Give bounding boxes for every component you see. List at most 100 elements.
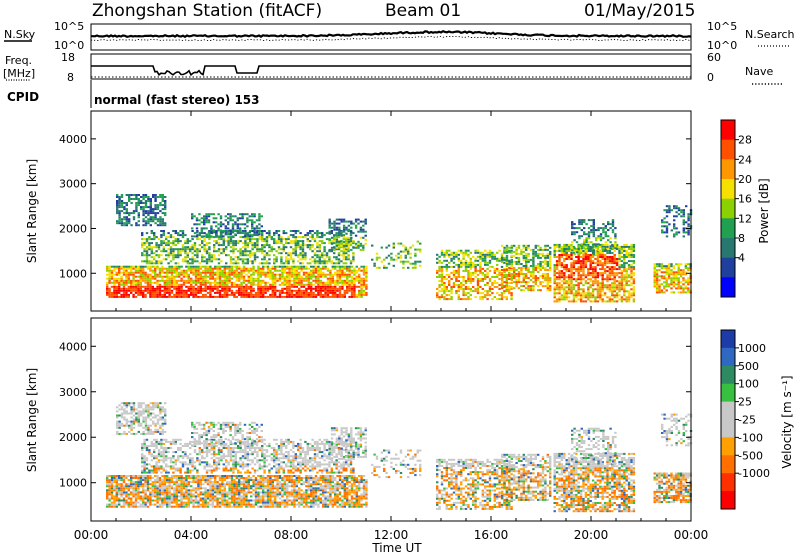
heatmap-cell	[106, 483, 109, 486]
heatmap-cell	[462, 255, 465, 258]
heatmap-cell	[166, 295, 169, 298]
heatmap-cell	[256, 240, 259, 243]
heatmap-cell	[222, 231, 225, 234]
heatmap-cell	[300, 279, 303, 282]
heatmap-cell	[675, 273, 678, 276]
heatmap-cell	[632, 254, 636, 256]
heatmap-cell	[513, 275, 516, 278]
heatmap-cell	[278, 289, 282, 292]
heatmap-cell	[214, 287, 217, 290]
heatmap-cell	[158, 269, 162, 272]
heatmap-cell	[187, 287, 190, 290]
heatmap-cell	[594, 296, 597, 299]
heatmap-cell	[553, 252, 556, 254]
heatmap-cell	[508, 263, 511, 265]
heatmap-cell	[206, 287, 210, 290]
heatmap-cell	[467, 278, 470, 280]
heatmap-cell	[558, 282, 561, 285]
heatmap-cell	[572, 262, 576, 265]
heatmap-cell	[155, 262, 158, 265]
heatmap-cell	[135, 224, 138, 227]
heatmap-cell	[324, 265, 327, 268]
heatmap-cell	[532, 248, 535, 251]
heatmap-cell	[116, 196, 119, 198]
heatmap-cell	[132, 505, 135, 508]
heatmap-cell	[338, 285, 342, 288]
heatmap-cell	[508, 273, 511, 276]
heatmap-cell	[166, 287, 169, 290]
heatmap-cell	[501, 244, 504, 247]
heatmap-cell	[583, 231, 586, 234]
heatmap-cell	[462, 269, 465, 272]
heatmap-cell	[311, 250, 314, 253]
heatmap-cell	[142, 497, 145, 500]
heatmap-cell	[108, 475, 111, 477]
heatmap-cell	[140, 202, 143, 204]
heatmap-cell	[330, 240, 333, 243]
heatmap-cell	[599, 249, 603, 252]
heatmap-cell	[462, 280, 465, 282]
heatmap-cell	[584, 256, 588, 258]
heatmap-cell	[203, 227, 206, 230]
heatmap-cell	[596, 284, 600, 287]
heatmap-cell	[302, 291, 306, 294]
heatmap-cell	[309, 236, 312, 239]
heatmap-cell	[300, 275, 303, 278]
heatmap-cell	[137, 200, 140, 202]
heatmap-cell	[108, 489, 111, 492]
heatmap-cell	[341, 275, 344, 278]
heatmap-cell	[266, 287, 270, 290]
heatmap-cell	[250, 273, 253, 276]
heatmap-cell	[362, 285, 366, 288]
heatmap-cell	[283, 265, 286, 268]
heatmap-cell	[170, 289, 174, 292]
heatmap-cell	[305, 275, 308, 278]
heatmap-cell	[397, 252, 400, 255]
heatmap-cell	[106, 481, 109, 484]
heatmap-cell	[223, 283, 226, 286]
heatmap-cell	[154, 495, 157, 498]
heatmap-cell	[575, 251, 579, 254]
heatmap-cell	[615, 286, 619, 289]
heatmap-cell	[591, 262, 595, 265]
heatmap-cell	[144, 497, 147, 500]
heatmap-cell	[350, 230, 353, 233]
heatmap-cell	[599, 292, 602, 295]
heatmap-cell	[148, 248, 151, 251]
heatmap-cell	[479, 255, 482, 258]
heatmap-cell	[194, 279, 198, 282]
heatmap-cell	[321, 232, 324, 235]
heatmap-cell	[132, 485, 135, 488]
heatmap-cell	[173, 281, 176, 284]
heatmap-cell	[558, 292, 561, 295]
heatmap-cell	[108, 503, 111, 506]
heatmap-cell	[149, 220, 152, 223]
heatmap-cell	[305, 273, 308, 276]
beam-title: Beam 01	[385, 1, 461, 21]
heatmap-cell	[517, 275, 521, 278]
heatmap-cell	[334, 271, 337, 274]
heatmap-cell	[120, 204, 124, 207]
heatmap-cell	[311, 244, 314, 247]
heatmap-cell	[118, 489, 121, 492]
heatmap-cell	[414, 254, 417, 257]
heatmap-cell	[350, 222, 353, 225]
heatmap-cell	[292, 262, 295, 265]
heatmap-cell	[144, 222, 148, 225]
heatmap-cell	[440, 251, 444, 254]
heatmap-cell	[546, 289, 549, 292]
heatmap-cell	[245, 289, 248, 292]
heatmap-cell	[180, 265, 183, 268]
heatmap-cell	[154, 493, 157, 496]
heatmap-cell	[180, 295, 183, 298]
heatmap-cell	[665, 267, 668, 270]
nsky-panel: N.Sky 10^5 10^0 10^5 10^0 N.Search	[4, 20, 795, 52]
heatmap-cell	[118, 200, 121, 202]
heatmap-cell	[310, 265, 313, 268]
heatmap-cell	[229, 256, 233, 259]
heatmap-cell	[294, 232, 297, 235]
heatmap-cell	[280, 260, 283, 263]
heatmap-cell	[290, 295, 294, 298]
heatmap-cell	[154, 208, 157, 211]
heatmap-cell	[472, 278, 475, 280]
